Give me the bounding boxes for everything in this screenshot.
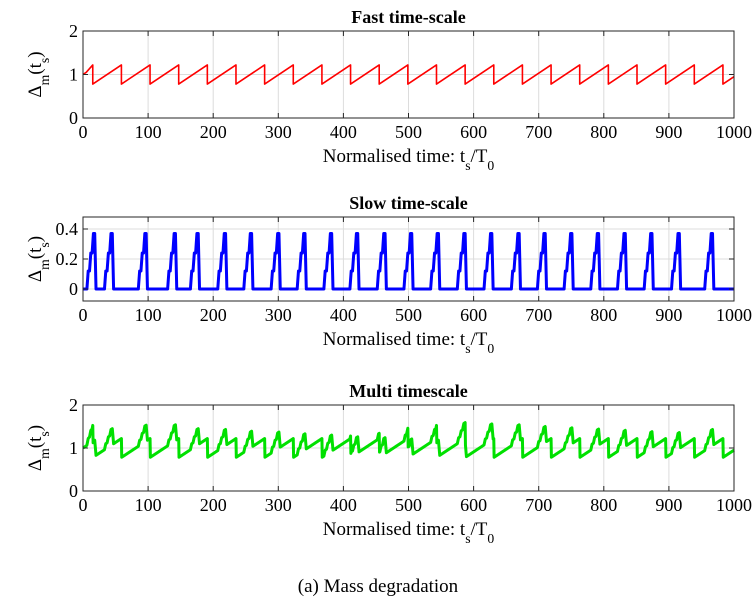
x-tick-label: 500 <box>395 122 422 142</box>
x-tick-label: 0 <box>79 495 88 515</box>
y-tick-label: 2 <box>69 395 78 415</box>
x-tick-label: 800 <box>590 495 617 515</box>
x-tick-label: 0 <box>79 122 88 142</box>
x-tick-label: 500 <box>395 495 422 515</box>
y-tick-label: 0 <box>69 108 78 128</box>
x-tick-label: 500 <box>395 305 422 325</box>
x-tick-label: 100 <box>135 305 162 325</box>
x-tick-label: 1000 <box>716 495 752 515</box>
y-axis-label: Δm(ts) <box>25 236 52 282</box>
x-axis-label: Normalised time: ts/T0 <box>323 329 495 356</box>
x-tick-label: 300 <box>265 495 292 515</box>
y-tick-label: 1 <box>69 438 78 458</box>
x-tick-label: 700 <box>525 122 552 142</box>
series-line <box>82 64 735 85</box>
chart-panel-1: 0 100 200 300 400 500 600 700 800 900 1000 0 1 2 Fast … <box>25 7 752 173</box>
x-tick-label: 400 <box>330 305 357 325</box>
x-tick-label: 1000 <box>716 305 752 325</box>
x-tick-label: 400 <box>330 495 357 515</box>
x-tick-label: 900 <box>655 122 682 142</box>
x-tick-label: 700 <box>525 305 552 325</box>
y-tick-label: 0.2 <box>56 249 79 269</box>
y-tick-label: 0.4 <box>56 219 79 239</box>
series-line <box>81 421 736 459</box>
x-tick-label: 600 <box>460 495 487 515</box>
x-tick-label: 700 <box>525 495 552 515</box>
y-axis-label: Δm(ts) <box>25 51 52 97</box>
x-axis-label: Normalised time: ts/T0 <box>323 146 495 173</box>
series-line <box>81 232 736 291</box>
x-tick-label: 300 <box>265 122 292 142</box>
chart-title: Slow time-scale <box>349 193 467 213</box>
x-tick-label: 1000 <box>716 122 752 142</box>
x-tick-label: 800 <box>590 305 617 325</box>
chart-panel-3: 0 100 200 300 400 500 600 700 800 900 1000 0 1 2 Multi… <box>25 381 752 546</box>
x-tick-label: 600 <box>460 305 487 325</box>
x-tick-label: 200 <box>200 495 227 515</box>
x-tick-label: 800 <box>590 122 617 142</box>
x-tick-label: 100 <box>135 122 162 142</box>
x-tick-label: 200 <box>200 305 227 325</box>
x-tick-label: 900 <box>655 305 682 325</box>
x-tick-label: 0 <box>79 305 88 325</box>
x-tick-label: 100 <box>135 495 162 515</box>
y-tick-label: 1 <box>69 65 78 85</box>
chart-panel-2: 0 100 200 300 400 500 600 700 800 900 1000 0 0.2 0.4 S… <box>25 193 752 356</box>
x-tick-label: 200 <box>200 122 227 142</box>
x-tick-label: 400 <box>330 122 357 142</box>
figure-caption: (a) Mass degradation <box>297 576 459 597</box>
y-tick-label: 2 <box>69 21 78 41</box>
chart-title: Multi timescale <box>349 381 467 401</box>
x-axis-label: Normalised time: ts/T0 <box>323 519 495 546</box>
x-tick-label: 300 <box>265 305 292 325</box>
chart-title: Fast time-scale <box>351 7 465 27</box>
y-tick-label: 0 <box>69 279 78 299</box>
y-tick-label: 0 <box>69 481 78 501</box>
x-tick-label: 900 <box>655 495 682 515</box>
y-axis-label: Δm(ts) <box>25 425 52 471</box>
x-tick-label: 600 <box>460 122 487 142</box>
